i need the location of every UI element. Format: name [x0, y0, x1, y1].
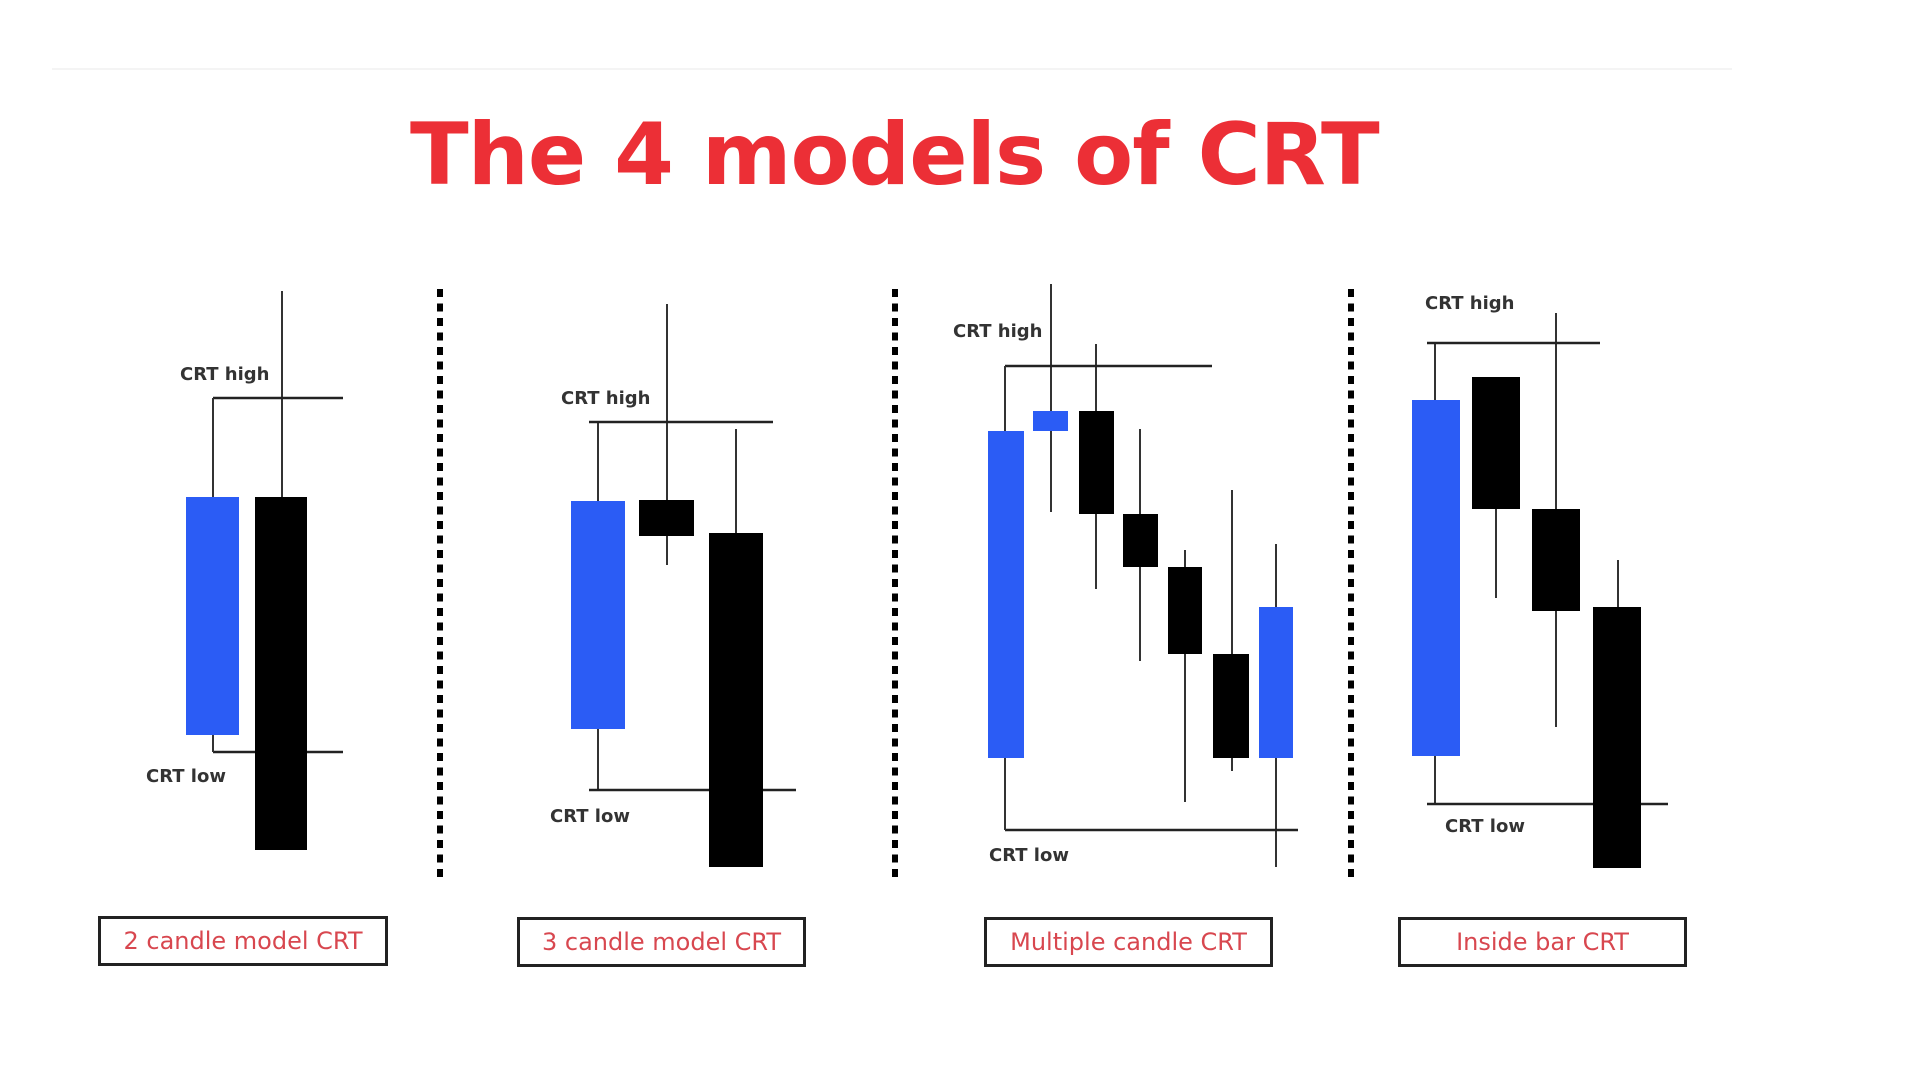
panel-1-crt-low-label: CRT low — [146, 766, 226, 787]
panel-3-caption-text: Multiple candle CRT — [1010, 928, 1247, 956]
top-divider-line — [52, 68, 1732, 70]
panel-4-caption-box: Inside bar CRT — [1398, 917, 1687, 967]
panel-3-crt-low-label: CRT low — [989, 845, 1069, 866]
panel-3-crt-high-label: CRT high — [953, 321, 1043, 342]
panel-4-candle-3-bearish-body — [1532, 509, 1580, 611]
panel-4-candle-2-bearish-body — [1472, 377, 1520, 509]
panel-3-candle-2-bullish-body — [1033, 411, 1068, 431]
panel-3-candle-5-bearish-body — [1168, 567, 1202, 654]
panel-2-caption-text: 3 candle model CRT — [541, 928, 781, 956]
page-title: The 4 models of CRT — [410, 105, 1380, 205]
panel-1-crt-high-label: CRT high — [180, 364, 270, 385]
panel-2-crt-low-label: CRT low — [550, 806, 630, 827]
panel-2-caption-box: 3 candle model CRT — [517, 917, 806, 967]
panel-2-candle-1-bullish-body — [571, 501, 625, 729]
panel-1-caption-text: 2 candle model CRT — [123, 927, 363, 955]
panel-1-candle-2-bearish-body — [255, 497, 307, 850]
panel-3-caption-box: Multiple candle CRT — [984, 917, 1273, 967]
panel-3-candle-3-bearish-body — [1079, 411, 1114, 514]
panel-4-candle-4-bearish-body — [1593, 607, 1641, 868]
panel-1-caption-box: 2 candle model CRT — [98, 916, 388, 966]
panel-3-candle-6-bearish-body — [1213, 654, 1249, 758]
panel-3-candle-4-bearish-body — [1123, 514, 1158, 567]
panel-2-crt-high-label: CRT high — [561, 388, 651, 409]
panel-3-candle-7-bullish-body — [1259, 607, 1293, 758]
panel-2-candle-3-bearish-body — [709, 533, 763, 867]
panel-3-candle-1-bullish-body — [988, 431, 1024, 758]
panel-1-candle-1-bullish-body — [186, 497, 239, 735]
panel-2-candle-2-bearish-body — [639, 500, 694, 536]
panel-4-crt-high-label: CRT high — [1425, 293, 1515, 314]
panel-4-crt-low-label: CRT low — [1445, 816, 1525, 837]
panel-4-candle-1-bullish-body — [1412, 400, 1460, 756]
panel-4-caption-text: Inside bar CRT — [1456, 928, 1629, 956]
